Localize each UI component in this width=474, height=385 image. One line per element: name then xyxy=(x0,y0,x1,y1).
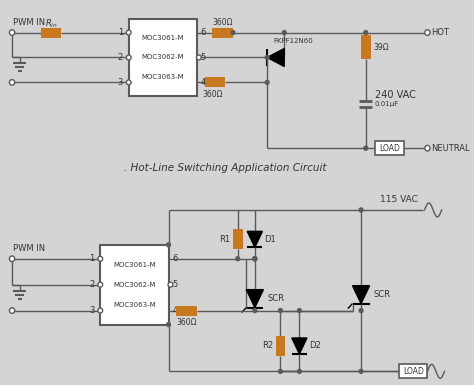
Text: SCR: SCR xyxy=(374,290,391,299)
Polygon shape xyxy=(292,338,307,354)
Text: . Hot-Line Switching Application Circuit: . Hot-Line Switching Application Circuit xyxy=(124,163,327,173)
Bar xyxy=(233,229,243,249)
Circle shape xyxy=(364,30,368,35)
Text: 3: 3 xyxy=(89,306,95,315)
Text: HOT: HOT xyxy=(431,28,449,37)
Text: 39Ω: 39Ω xyxy=(374,42,389,52)
Text: LOAD: LOAD xyxy=(379,144,400,153)
Circle shape xyxy=(425,146,430,151)
Text: 6: 6 xyxy=(201,28,206,37)
Circle shape xyxy=(127,30,131,35)
Circle shape xyxy=(253,257,257,261)
Text: 115 VAC: 115 VAC xyxy=(380,196,418,204)
Text: D2: D2 xyxy=(309,341,320,350)
Text: 2: 2 xyxy=(118,53,123,62)
Bar xyxy=(176,306,197,316)
Text: R2: R2 xyxy=(262,341,273,350)
Text: MOC3063-M: MOC3063-M xyxy=(113,301,156,308)
Text: 2: 2 xyxy=(89,280,95,289)
Circle shape xyxy=(265,55,269,59)
Text: 3: 3 xyxy=(118,78,123,87)
Circle shape xyxy=(265,80,269,84)
Circle shape xyxy=(298,309,301,313)
Text: 1: 1 xyxy=(118,28,123,37)
Text: $R_{in}$: $R_{in}$ xyxy=(45,17,57,30)
Text: 0.01μF: 0.01μF xyxy=(374,101,399,107)
Text: PWM IN: PWM IN xyxy=(13,244,45,253)
Text: 360Ω: 360Ω xyxy=(212,18,233,27)
Text: FKPF12N60: FKPF12N60 xyxy=(274,38,313,44)
Circle shape xyxy=(9,256,15,261)
Text: LOAD: LOAD xyxy=(403,367,424,376)
Text: 4: 4 xyxy=(201,78,206,87)
Bar xyxy=(100,245,169,325)
Bar xyxy=(361,35,371,59)
Circle shape xyxy=(168,282,173,287)
Text: MOC3061-M: MOC3061-M xyxy=(113,262,156,268)
Circle shape xyxy=(231,30,235,35)
Bar xyxy=(375,141,404,155)
Circle shape xyxy=(197,55,201,60)
Circle shape xyxy=(167,323,171,326)
Circle shape xyxy=(167,243,171,247)
Circle shape xyxy=(98,282,103,287)
Text: SCR: SCR xyxy=(267,294,284,303)
Bar xyxy=(212,28,233,38)
Text: MOC3063-M: MOC3063-M xyxy=(142,74,184,80)
Text: 4: 4 xyxy=(173,306,178,315)
Text: PWM IN: PWM IN xyxy=(13,18,45,27)
Polygon shape xyxy=(353,286,370,304)
Circle shape xyxy=(359,369,363,373)
Bar xyxy=(40,28,62,38)
Circle shape xyxy=(9,30,15,35)
Circle shape xyxy=(9,80,15,85)
Bar xyxy=(205,77,226,87)
Circle shape xyxy=(236,257,240,261)
Text: MOC3062-M: MOC3062-M xyxy=(142,55,184,60)
Text: 360Ω: 360Ω xyxy=(203,90,223,99)
Text: 360Ω: 360Ω xyxy=(176,318,197,327)
Circle shape xyxy=(253,309,257,313)
Text: MOC3062-M: MOC3062-M xyxy=(113,282,155,288)
Text: R1: R1 xyxy=(219,235,230,244)
Circle shape xyxy=(98,308,103,313)
Text: 5: 5 xyxy=(201,53,206,62)
Text: 240 VAC: 240 VAC xyxy=(375,90,416,100)
Circle shape xyxy=(279,369,283,373)
Text: NEUTRAL: NEUTRAL xyxy=(431,144,470,153)
Text: D1: D1 xyxy=(264,235,276,244)
Text: 5: 5 xyxy=(173,280,178,289)
Circle shape xyxy=(359,309,363,313)
Circle shape xyxy=(253,257,257,261)
Circle shape xyxy=(98,256,103,261)
Circle shape xyxy=(127,55,131,60)
Circle shape xyxy=(253,257,257,261)
Bar xyxy=(276,336,285,356)
Polygon shape xyxy=(246,290,264,308)
Circle shape xyxy=(425,30,430,35)
Text: MOC3061-M: MOC3061-M xyxy=(142,35,184,41)
Bar xyxy=(129,18,197,96)
Polygon shape xyxy=(247,231,263,247)
Text: 6: 6 xyxy=(173,254,178,263)
Circle shape xyxy=(298,369,301,373)
Circle shape xyxy=(283,30,286,35)
Circle shape xyxy=(364,146,368,150)
Polygon shape xyxy=(267,49,284,67)
Circle shape xyxy=(279,309,283,313)
Bar xyxy=(399,364,428,378)
Text: 1: 1 xyxy=(89,254,95,263)
Circle shape xyxy=(359,208,363,212)
Circle shape xyxy=(127,80,131,85)
Circle shape xyxy=(9,308,15,313)
